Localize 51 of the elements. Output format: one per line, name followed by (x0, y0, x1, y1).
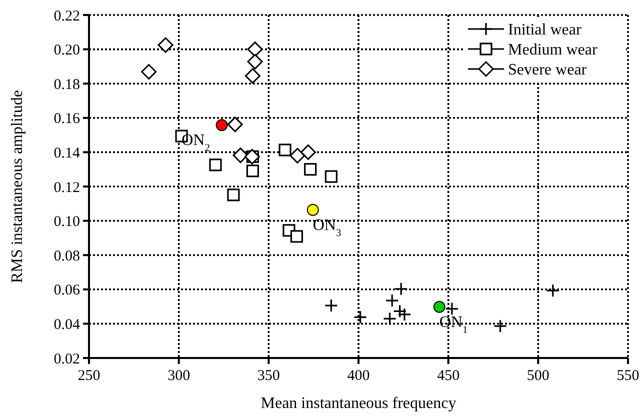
legend-label: Severe wear (508, 62, 588, 79)
x-tick-label: 250 (78, 368, 100, 384)
point (216, 119, 228, 132)
point (141, 64, 157, 80)
point (433, 300, 446, 313)
y-tick-label: 0.14 (54, 145, 80, 162)
point (353, 310, 368, 324)
x-tick-label: 400 (347, 368, 370, 384)
point (227, 188, 240, 202)
annotation: ON$_{2}$ (182, 132, 210, 154)
y-tick-label: 0.04 (54, 316, 80, 333)
point (394, 282, 408, 296)
point (278, 144, 292, 156)
point (324, 298, 338, 312)
legend-label: Medium wear (508, 42, 598, 59)
y-tick-label: 0.20 (54, 42, 80, 59)
y-tick-label: 0.10 (54, 214, 80, 230)
point (244, 68, 260, 84)
point (306, 204, 319, 216)
point (232, 148, 248, 164)
point (247, 42, 263, 58)
x-axis-title: Mean instantaneous frequency (260, 395, 456, 412)
point (324, 170, 338, 183)
x-tick-label: 500 (526, 368, 550, 384)
y-tick-label: 0.12 (54, 180, 80, 196)
legend-label: Initial wear (508, 22, 582, 39)
y-tick-label: 0.06 (54, 282, 80, 299)
x-tick-label: 450 (437, 368, 460, 384)
point (158, 37, 174, 53)
point (247, 54, 263, 70)
point (227, 116, 243, 132)
point (300, 144, 316, 160)
y-tick-label: 0.08 (54, 248, 80, 264)
x-tick-label: 300 (168, 368, 190, 384)
point (385, 294, 399, 308)
y-tick-label: 0.22 (54, 8, 80, 24)
point (445, 302, 459, 316)
y-tick-label: 0.18 (54, 76, 80, 93)
point (382, 312, 397, 326)
point (546, 284, 560, 298)
point (304, 163, 317, 176)
point (290, 230, 303, 243)
y-tick-label: 0.16 (54, 111, 80, 128)
point (246, 164, 259, 178)
point (493, 319, 508, 333)
point (209, 158, 222, 172)
point (290, 148, 306, 164)
y-tick-label: 0.02 (54, 351, 80, 368)
x-tick-label: 350 (257, 368, 280, 384)
y-axis-title: RMS instantaneous amplitude (9, 90, 26, 283)
x-tick-label: 550 (616, 368, 640, 384)
